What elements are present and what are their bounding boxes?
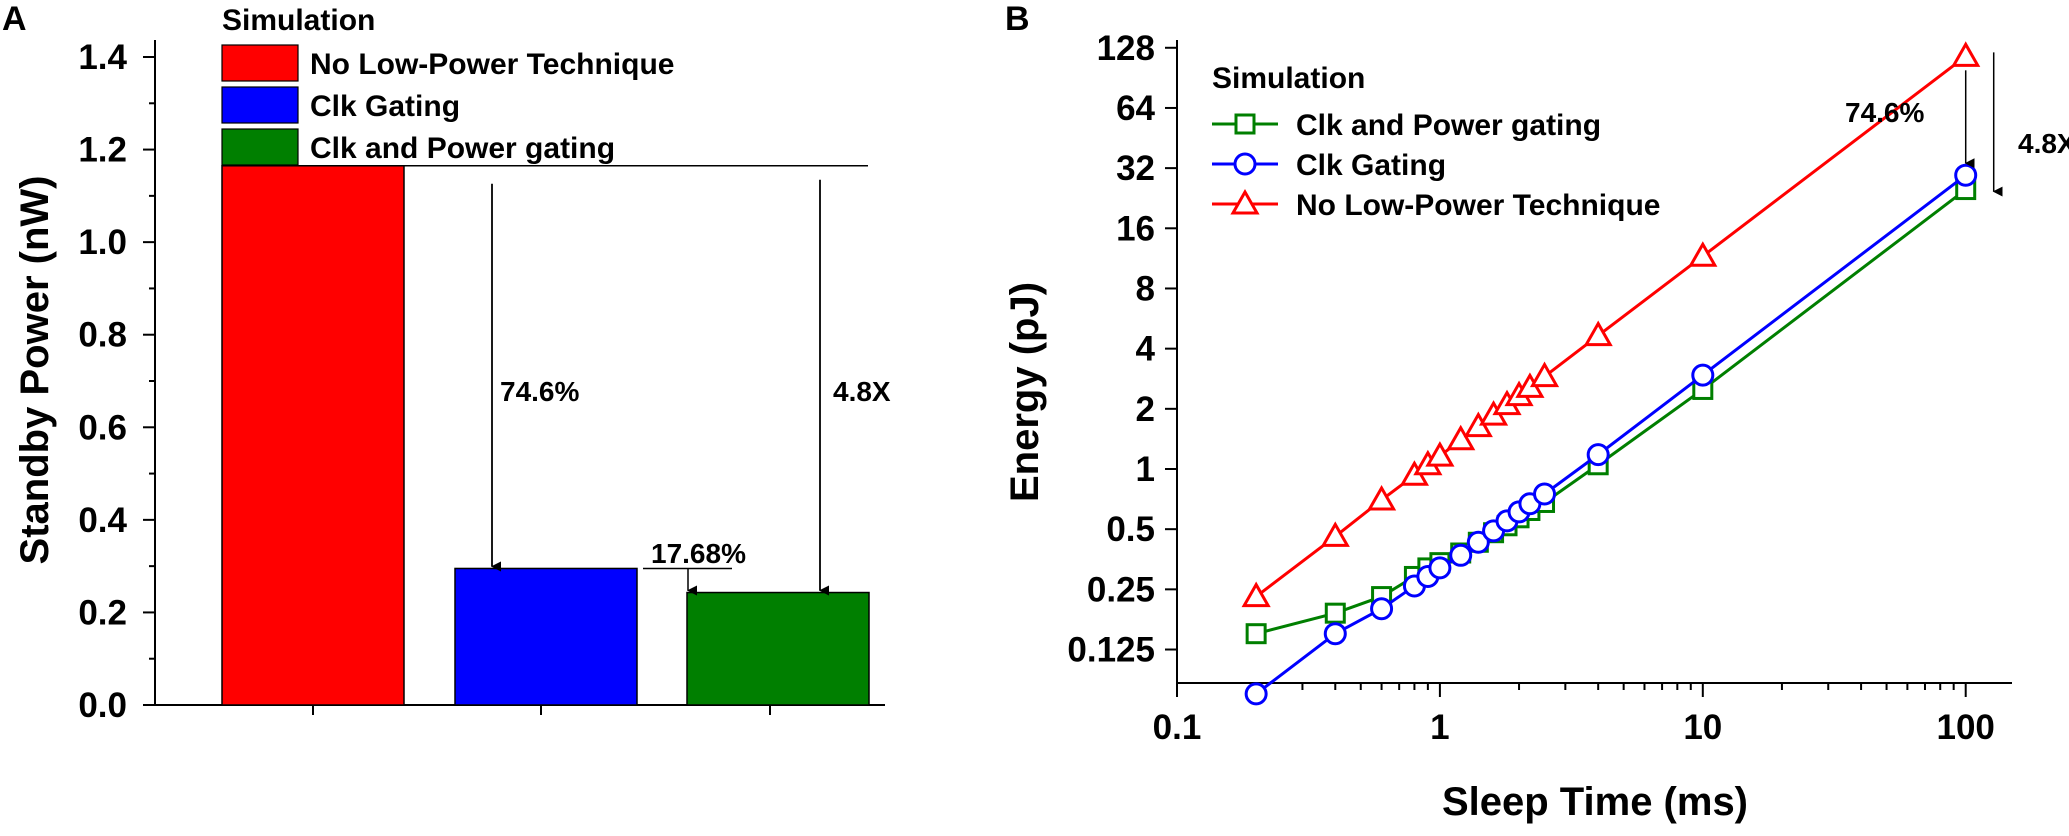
chart-b-annotations: 74.6% 4.8X <box>1845 52 2069 197</box>
chart-b-label-total-reduction: 4.8X <box>2018 128 2069 159</box>
chart-b-legend-label: No Low-Power Technique <box>1296 189 1660 222</box>
chart-b-legend-label: Clk Gating <box>1296 149 1446 182</box>
chart-b-data-point <box>1691 363 1715 387</box>
chart-b-data-point <box>1370 597 1394 621</box>
chart-a: A 0.0 0.2 0.4 0.6 0.8 1.0 1.2 1.4 Standby Power… <box>2 0 891 725</box>
chart-b-y-tick-label: 0.5 <box>1106 510 1155 549</box>
chart-b-x-tick-label: 10 <box>1683 708 1722 747</box>
chart-a-bar <box>686 591 870 706</box>
chart-b-y-tick-label: 64 <box>1116 89 1155 128</box>
chart-a-y-tick-label: 1.4 <box>78 38 127 77</box>
chart-b-data-point <box>1583 320 1613 347</box>
chart-b-series-group <box>1244 163 1978 706</box>
chart-b-data-point <box>1533 482 1557 506</box>
chart-a-bar <box>221 165 405 706</box>
chart-b-legend-marker <box>1234 113 1256 135</box>
chart-a-label-power-reduction: 17.68% <box>651 538 746 569</box>
chart-b-label-clk-reduction: 74.6% <box>1845 97 1924 128</box>
chart-b-data-point <box>1241 581 1271 608</box>
chart-b-data-point <box>1320 521 1350 547</box>
chart-b: B 0.1 1 10 100 0.125 0.25 0.5 1 2 4 8 16 32 64 128 En… <box>1003 0 2069 824</box>
chart-a-legend-items: No Low-Power Technique Clk Gating Clk and … <box>221 44 674 166</box>
chart-a-legend-swatch <box>221 86 299 124</box>
chart-b-legend-marker <box>1233 152 1257 176</box>
chart-b-x-tick-label: 100 <box>1937 708 1995 747</box>
chart-b-data-point <box>1954 163 1978 187</box>
chart-b-x-axis-label: Sleep Time (ms) <box>1442 780 1748 824</box>
chart-a-legend-swatch <box>221 128 299 166</box>
chart-a-legend: Simulation No Low-Power Technique Clk Gat… <box>221 4 674 166</box>
chart-a-legend-label: No Low-Power Technique <box>310 48 674 81</box>
chart-b-x-tick-label: 1 <box>1430 708 1449 747</box>
chart-a-y-tick-label: 0.2 <box>78 593 127 632</box>
chart-a-legend-title: Simulation <box>222 4 375 37</box>
chart-b-y-tick-label: 0.25 <box>1087 570 1155 609</box>
chart-b-legend-label: Clk and Power gating <box>1296 109 1601 142</box>
chart-b-series <box>1241 41 1981 706</box>
panel-b-label: B <box>1005 0 1030 38</box>
chart-a-y-tick-label: 0.6 <box>78 408 127 447</box>
chart-b-data-point <box>1449 543 1473 567</box>
chart-b-y-tick-label: 0.125 <box>1067 631 1155 670</box>
chart-b-data-point <box>1324 602 1346 624</box>
chart-b-y-axis-label: Energy (pJ) <box>1003 282 1047 502</box>
chart-a-label-total-reduction: 4.8X <box>833 376 891 407</box>
chart-b-y-tick-label: 16 <box>1116 209 1155 248</box>
chart-b-data-point <box>1425 441 1455 467</box>
chart-b-data-point <box>1446 424 1476 451</box>
chart-a-y-tick-label: 1.0 <box>78 223 127 262</box>
chart-a-y-tick-label: 1.2 <box>78 131 127 170</box>
chart-b-x-tick-label: 0.1 <box>1153 708 1202 747</box>
chart-b-legend-items: Clk and Power gating Clk Gating No Low-Pow… <box>1212 109 1660 222</box>
chart-b-data-point <box>1366 484 1397 511</box>
chart-b-y-tick-label: 2 <box>1136 390 1155 429</box>
chart-a-legend-label: Clk Gating <box>310 90 460 123</box>
chart-b-y-tick-label: 32 <box>1116 149 1155 188</box>
chart-b-legend-marker <box>1230 188 1260 215</box>
chart-b-legend-title: Simulation <box>1212 62 1365 95</box>
chart-b-data-point <box>1586 443 1610 467</box>
chart-b-data-point <box>1245 623 1267 645</box>
chart-b-data-point <box>1529 361 1560 388</box>
chart-b-data-point <box>1323 622 1347 646</box>
chart-a-annotations: 74.6% 4.8X 17.68% <box>222 165 891 596</box>
chart-b-y-tick-label: 8 <box>1136 269 1155 308</box>
chart-a-y-ticks: 0.0 0.2 0.4 0.6 0.8 1.0 1.2 1.4 <box>78 38 155 725</box>
chart-b-data-point <box>1951 41 1981 67</box>
chart-a-legend-swatch <box>221 44 299 82</box>
chart-b-y-tick-label: 128 <box>1097 29 1155 68</box>
chart-a-y-tick-label: 0.4 <box>78 501 127 540</box>
chart-b-y-tick-label: 4 <box>1136 330 1156 369</box>
chart-b-data-point <box>1428 556 1452 580</box>
chart-b-data-point <box>1466 530 1490 554</box>
chart-b-data-point <box>1688 241 1718 267</box>
chart-b-y-tick-label: 1 <box>1136 450 1155 489</box>
chart-a-legend-label: Clk and Power gating <box>310 132 615 165</box>
chart-b-y-ticks: 0.125 0.25 0.5 1 2 4 8 16 32 64 128 <box>1067 29 1177 670</box>
chart-a-y-tick-label: 0.0 <box>78 686 127 725</box>
chart-a-y-axis-label: Standby Power (nW) <box>13 176 57 565</box>
chart-b-series-group <box>1241 41 1981 608</box>
chart-b-x-ticks: 0.1 1 10 100 <box>1153 683 1995 747</box>
chart-b-series-line <box>1255 173 1967 696</box>
chart-a-y-tick-label: 0.8 <box>78 316 127 355</box>
chart-a-bars <box>221 165 870 706</box>
chart-b-legend: Simulation Clk and Power gating Clk Gatin… <box>1212 62 1660 222</box>
panel-a-label: A <box>2 0 27 38</box>
chart-a-bar <box>454 567 638 706</box>
chart-a-label-clk-reduction: 74.6% <box>500 376 579 407</box>
chart-b-data-point <box>1244 682 1268 706</box>
